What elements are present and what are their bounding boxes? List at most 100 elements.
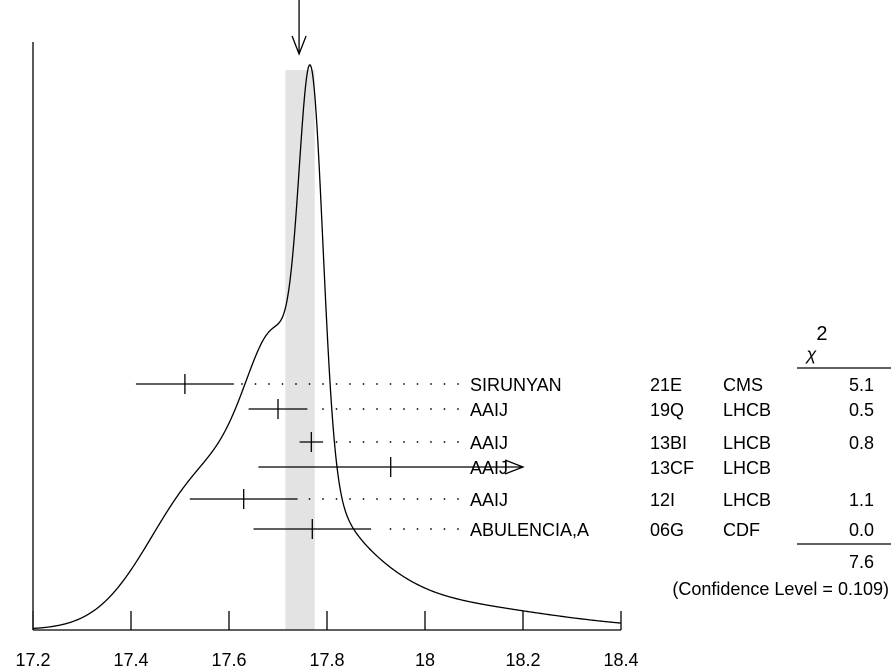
chi2-total: 7.6 [849,552,874,572]
leader-dot [389,383,392,385]
leader-dot [362,383,365,385]
x-tick-label: 17.4 [113,650,148,669]
leader-dot [457,383,459,385]
ideogram-curve [32,64,622,630]
measurement-author: SIRUNYAN [470,375,562,395]
x-tick-label: 17.2 [15,650,50,669]
leader-dot [281,383,284,385]
measurement-chi2: 0.0 [849,520,874,540]
measurement-code: 13CF [650,458,694,478]
leader-dot [443,408,446,410]
x-tick-label: 17.6 [211,650,246,669]
leader-dot [457,528,459,530]
leader-dot [295,383,297,385]
leader-dot [349,498,351,500]
measurement-author: AAIJ [470,400,508,420]
leader-dot [403,498,405,500]
leader-dot [443,441,446,443]
measurement-code: 13BI [650,433,687,453]
leader-dot [335,408,338,410]
measurement-experiment: CMS [723,375,763,395]
x-tick-label: 18 [415,650,435,669]
measurement-author: AAIJ [470,490,508,510]
leader-dot [416,383,419,385]
measurement-chi2: 0.5 [849,400,874,420]
measurement-chi2: 0.8 [849,433,874,453]
measurement-experiment: LHCB [723,458,771,478]
leader-dot [335,498,338,500]
leader-dot [389,498,392,500]
leader-dot [403,408,405,410]
chi2-header: χ2 [805,323,828,364]
x-tick-label: 17.8 [309,650,344,669]
measurement-chi2: 1.1 [849,490,874,510]
measurement-experiment: LHCB [723,400,771,420]
measurement-experiment: CDF [723,520,760,540]
leader-dot [349,441,351,443]
measurement-chi2: 5.1 [849,375,874,395]
leader-dot [416,408,419,410]
measurement-row: AAIJ 13BI LHCB 0.8 [299,432,874,453]
measurement-row: SIRUNYAN 21E CMS 5.1 [135,374,874,395]
measurement-rows: SIRUNYAN 21E CMS 5.1 AAIJ 19Q LHCB 0.5 AAIJ 13BI L… [135,374,874,540]
measurement-author: AAIJ [470,433,508,453]
leader-dot [362,441,365,443]
leader-dot [376,441,378,443]
leader-dot [362,408,365,410]
leader-dot [349,408,351,410]
leader-dot [335,441,338,443]
x-ticks: 17.2 17.4 17.6 17.8 18 18.2 18.4 [15,611,639,669]
average-arrow [291,0,307,56]
measurement-row: AAIJ 19Q LHCB 0.5 [248,399,874,420]
leader-dot [457,408,459,410]
leader-dot [322,408,324,410]
leader-dot [416,528,419,530]
measurement-row: AAIJ 12I LHCB 1.1 [189,489,874,510]
leader-dot [457,441,459,443]
leader-dot [389,528,392,530]
chi2-header-exponent: 2 [816,323,827,345]
measurement-code: 12I [650,490,675,510]
out-of-range-arrow [504,459,525,475]
leader-dot [430,528,432,530]
leader-dot [376,383,378,385]
leader-dot [403,441,405,443]
leader-dot [416,498,419,500]
leader-dot [376,498,378,500]
leader-dot [376,408,378,410]
leader-dot [349,383,351,385]
leader-dot [389,408,392,410]
average-arrow-head [291,35,307,56]
measurement-author: AAIJ [470,458,508,478]
measurement-code: 06G [650,520,684,540]
leader-dot [443,383,446,385]
leader-dot [416,441,419,443]
leader-dot [322,383,324,385]
leader-dot [254,383,257,385]
leader-dot [457,498,459,500]
leader-dot [430,408,432,410]
leader-dot [443,528,446,530]
measurement-code: 19Q [650,400,684,420]
leader-dot [268,383,270,385]
x-tick-label: 18.4 [603,650,638,669]
leader-dot [308,498,311,500]
measurement-experiment: LHCB [723,433,771,453]
measurement-row: ABULENCIA,A 06G CDF 0.0 [253,519,874,540]
chi2-header-symbol: χ [805,344,818,364]
leader-dot [241,383,243,385]
measurement-experiment: LHCB [723,490,771,510]
leader-dot [335,383,338,385]
measurement-author: ABULENCIA,A [470,520,589,540]
leader-dot [389,441,392,443]
leader-dot [403,383,405,385]
leader-dot [443,498,446,500]
leader-dot [430,383,432,385]
x-tick-label: 18.2 [505,650,540,669]
leader-dot [430,498,432,500]
measurement-code: 21E [650,375,682,395]
leader-dot [308,383,311,385]
measurement-row: AAIJ 13CF LHCB [258,457,771,478]
confidence-level: (Confidence Level = 0.109) [672,579,889,599]
